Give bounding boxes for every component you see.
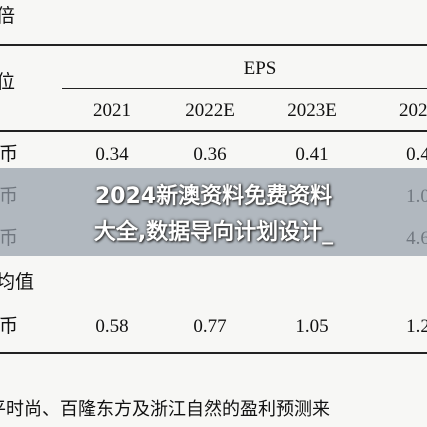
banner-line: 大全,数据导向计划设计_ (93, 220, 334, 245)
column-header: 2022E (185, 100, 235, 121)
row-label: 民币 (0, 316, 19, 337)
rule (0, 352, 427, 354)
cell: 0.34 (95, 144, 129, 165)
banner: 2024新澳资料免费资料 大全,数据导向计划设计_ (0, 168, 427, 256)
cell: 0.77 (193, 316, 227, 337)
group-header: EPS (243, 58, 277, 79)
banner-line: 2024新澳资料免费资料 (94, 184, 333, 209)
footer-note: 平时尚、百隆东方及浙江自然的盈利预测来 (0, 399, 330, 419)
cell: 0.36 (193, 144, 227, 165)
rule (0, 130, 427, 132)
cell: 1.2 (406, 316, 427, 337)
rule (0, 44, 427, 46)
cell: 0.4 (406, 144, 427, 165)
cell: 0.58 (95, 316, 129, 337)
rule (62, 88, 427, 89)
column-header: 2024 (399, 100, 427, 121)
column-header: 2023E (287, 100, 337, 121)
column-header: 2021 (93, 100, 131, 121)
cell: 1.05 (295, 316, 329, 337)
section-label: 均值 (0, 272, 35, 293)
title: 倍 (0, 6, 16, 27)
row-label: 民币 (0, 144, 19, 165)
cell: 0.41 (295, 144, 329, 165)
unit-label: 位 (0, 72, 16, 93)
